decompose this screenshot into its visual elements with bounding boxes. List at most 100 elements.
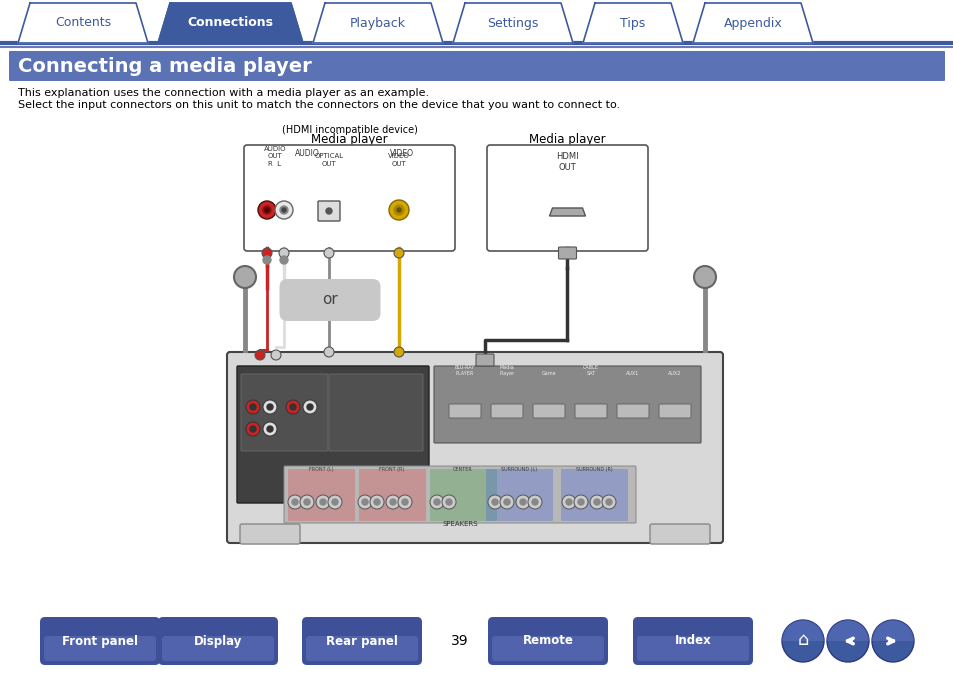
Circle shape	[326, 208, 332, 214]
Polygon shape	[18, 3, 148, 43]
FancyBboxPatch shape	[227, 352, 722, 543]
FancyBboxPatch shape	[288, 469, 355, 521]
Circle shape	[332, 499, 337, 505]
Circle shape	[578, 499, 583, 505]
Circle shape	[594, 499, 599, 505]
Circle shape	[257, 201, 275, 219]
Text: Playback: Playback	[350, 17, 406, 30]
Circle shape	[324, 347, 334, 357]
FancyBboxPatch shape	[9, 51, 944, 81]
Circle shape	[519, 499, 525, 505]
FancyBboxPatch shape	[302, 617, 421, 665]
Circle shape	[499, 495, 514, 509]
Text: Display: Display	[193, 635, 242, 647]
Polygon shape	[582, 3, 682, 43]
Text: Select the input connectors on this unit to match the connectors on the device t: Select the input connectors on this unit…	[18, 100, 619, 110]
Text: (HDMI incompatible device): (HDMI incompatible device)	[281, 125, 417, 135]
Text: SURROUND (R): SURROUND (R)	[575, 467, 612, 472]
Circle shape	[324, 248, 334, 258]
Circle shape	[280, 256, 288, 264]
Circle shape	[274, 201, 293, 219]
FancyBboxPatch shape	[637, 636, 748, 661]
Circle shape	[233, 266, 255, 288]
Circle shape	[361, 499, 368, 505]
FancyBboxPatch shape	[633, 617, 752, 665]
Text: Front panel: Front panel	[62, 635, 138, 647]
Circle shape	[516, 495, 530, 509]
Circle shape	[250, 404, 255, 410]
Circle shape	[246, 422, 260, 436]
Circle shape	[565, 499, 572, 505]
Text: CABLE
SAT: CABLE SAT	[582, 365, 598, 376]
Text: SURROUND (L): SURROUND (L)	[500, 467, 537, 472]
FancyBboxPatch shape	[430, 469, 497, 521]
Circle shape	[303, 400, 316, 414]
Text: Media
Player: Media Player	[498, 365, 514, 376]
Circle shape	[561, 495, 576, 509]
FancyBboxPatch shape	[40, 617, 160, 665]
Text: HDMI
OUT: HDMI OUT	[556, 152, 578, 172]
Circle shape	[319, 499, 326, 505]
Text: AUX2: AUX2	[668, 371, 681, 376]
Polygon shape	[453, 3, 573, 43]
Text: CENTER: CENTER	[453, 467, 473, 472]
Circle shape	[492, 499, 497, 505]
FancyBboxPatch shape	[44, 636, 156, 661]
Circle shape	[246, 400, 260, 414]
Circle shape	[263, 256, 271, 264]
FancyBboxPatch shape	[240, 524, 299, 544]
Circle shape	[397, 495, 412, 509]
Text: AUDIO
OUT
R  L: AUDIO OUT R L	[263, 146, 286, 167]
Circle shape	[394, 248, 403, 258]
Text: Appendix: Appendix	[723, 17, 781, 30]
FancyBboxPatch shape	[317, 201, 339, 221]
Circle shape	[503, 499, 510, 505]
Polygon shape	[313, 3, 442, 43]
Circle shape	[574, 495, 587, 509]
Circle shape	[589, 495, 603, 509]
Circle shape	[430, 495, 443, 509]
FancyBboxPatch shape	[358, 469, 426, 521]
Text: OPTICAL
OUT: OPTICAL OUT	[314, 153, 343, 167]
Circle shape	[262, 248, 272, 258]
FancyBboxPatch shape	[279, 279, 380, 321]
Circle shape	[871, 620, 913, 662]
Text: Index: Index	[674, 635, 711, 647]
Circle shape	[601, 495, 616, 509]
FancyBboxPatch shape	[329, 374, 422, 451]
Circle shape	[304, 499, 310, 505]
Circle shape	[263, 206, 271, 214]
Text: Connections: Connections	[188, 17, 274, 30]
Text: Media player: Media player	[311, 133, 388, 147]
Circle shape	[434, 499, 439, 505]
Wedge shape	[781, 620, 823, 641]
Circle shape	[315, 495, 330, 509]
Circle shape	[401, 499, 408, 505]
Circle shape	[605, 499, 612, 505]
FancyBboxPatch shape	[434, 366, 700, 443]
Circle shape	[278, 248, 289, 258]
Circle shape	[693, 266, 716, 288]
FancyBboxPatch shape	[241, 374, 328, 451]
Text: Tips: Tips	[619, 17, 645, 30]
FancyBboxPatch shape	[492, 636, 603, 661]
Circle shape	[282, 208, 286, 212]
Text: FRONT (R): FRONT (R)	[379, 467, 404, 472]
Text: Settings: Settings	[487, 17, 538, 30]
Circle shape	[250, 426, 255, 432]
Circle shape	[267, 426, 273, 432]
Circle shape	[386, 495, 399, 509]
Wedge shape	[826, 620, 868, 641]
Text: AUX1: AUX1	[626, 371, 639, 376]
Circle shape	[357, 495, 372, 509]
Circle shape	[781, 620, 823, 662]
Text: Media player: Media player	[529, 133, 605, 147]
Text: SPEAKERS: SPEAKERS	[442, 521, 477, 527]
FancyBboxPatch shape	[617, 404, 648, 418]
Text: VIDEO: VIDEO	[390, 149, 414, 158]
FancyBboxPatch shape	[649, 524, 709, 544]
Circle shape	[280, 206, 288, 214]
Circle shape	[271, 350, 281, 360]
Text: Rear panel: Rear panel	[326, 635, 397, 647]
Circle shape	[390, 499, 395, 505]
